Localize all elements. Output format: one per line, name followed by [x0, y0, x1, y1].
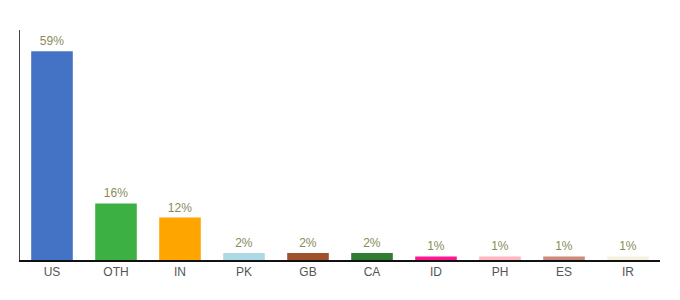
- svg-text:CA: CA: [364, 265, 381, 279]
- svg-text:16%: 16%: [104, 186, 128, 200]
- svg-text:IR: IR: [622, 265, 634, 279]
- svg-text:PH: PH: [492, 265, 509, 279]
- svg-text:12%: 12%: [168, 201, 192, 215]
- svg-text:1%: 1%: [619, 239, 637, 253]
- svg-text:1%: 1%: [491, 239, 509, 253]
- svg-text:ID: ID: [430, 265, 442, 279]
- svg-text:OTH: OTH: [103, 265, 128, 279]
- svg-text:2%: 2%: [235, 236, 253, 250]
- svg-text:GB: GB: [299, 265, 316, 279]
- svg-text:IN: IN: [174, 265, 186, 279]
- svg-text:ES: ES: [556, 265, 572, 279]
- svg-text:59%: 59%: [40, 34, 64, 48]
- svg-text:2%: 2%: [299, 236, 317, 250]
- svg-text:PK: PK: [236, 265, 252, 279]
- svg-text:1%: 1%: [427, 239, 445, 253]
- svg-text:1%: 1%: [555, 239, 573, 253]
- svg-text:2%: 2%: [363, 236, 381, 250]
- svg-text:US: US: [44, 265, 61, 279]
